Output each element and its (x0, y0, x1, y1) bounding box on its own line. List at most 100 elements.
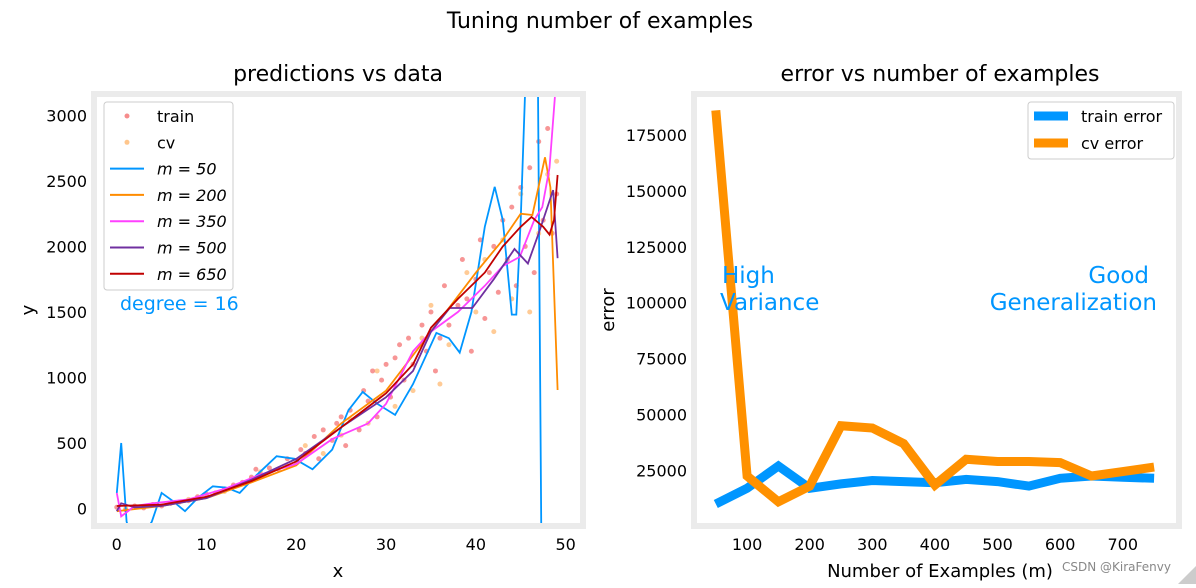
scatter-point-train (531, 270, 537, 276)
scatter-point-cv (527, 309, 533, 315)
scatter-point-train (482, 316, 488, 322)
x-tick-label: 40 (466, 535, 486, 554)
scatter-point-cv (302, 443, 308, 449)
legend-label: m = 350 (157, 212, 227, 231)
line-m650 (116, 174, 559, 507)
scatter-point-train (338, 414, 344, 420)
scatter-point-train (446, 322, 452, 328)
scatter-point-train (432, 368, 438, 374)
scatter-point-train (343, 443, 349, 449)
legend-label-cv: cv (157, 133, 175, 152)
left-xlabel: x (333, 561, 344, 582)
plot-area (114, 97, 560, 523)
scatter-point-train (527, 165, 533, 171)
line-m50 (115, 97, 543, 523)
scatter-point-train (392, 355, 398, 361)
y-tick-label: 150000 (626, 182, 687, 201)
left-plot-title: predictions vs data (233, 62, 443, 87)
scatter-point-cv (446, 342, 452, 348)
scatter-point-cv (554, 158, 560, 164)
suptitle: Tuning number of examples (446, 9, 753, 34)
scatter-point-train (320, 427, 326, 433)
scatter-point-train (486, 270, 492, 276)
legend-label: m = 650 (157, 265, 227, 284)
left-ylabel: y (18, 304, 39, 315)
scatter-point-train (545, 125, 551, 131)
x-tick-label: 0 (112, 535, 122, 554)
x-tick-label: 30 (376, 535, 396, 554)
x-tick-label: 700 (1108, 535, 1139, 554)
scatter-point-train (491, 243, 497, 249)
plot-frame (691, 91, 1182, 529)
line-m500 (116, 189, 559, 512)
scatter-point-cv (374, 368, 380, 374)
scatter-point-cv (428, 302, 434, 308)
scatter-point-train (397, 342, 403, 348)
scatter-point-train (428, 309, 434, 315)
scatter-point-cv (410, 388, 416, 394)
legend-marker-train (124, 113, 130, 119)
legend-label: cv error (1081, 134, 1144, 153)
x-tick-label: 400 (920, 535, 951, 554)
scatter-point-cv (437, 381, 443, 387)
y-tick-label: 3000 (46, 106, 87, 125)
y-tick-label: 175000 (626, 126, 687, 145)
scatter-point-train (509, 204, 515, 210)
scatter-point-train (437, 335, 443, 341)
x-tick-label: 200 (794, 535, 825, 554)
x-tick-label: 20 (286, 535, 306, 554)
right-plot-title: error vs number of examples (781, 62, 1100, 87)
scatter-point-train (495, 289, 501, 295)
good-generalization-line2: Generalization (990, 290, 1157, 316)
y-tick-label: 100000 (626, 294, 687, 313)
y-tick-label: 75000 (636, 350, 687, 369)
scatter-point-train (477, 237, 483, 243)
watermark: CSDN @KiraFenvy (1062, 560, 1171, 574)
plot-area (711, 110, 1155, 509)
resize-corner (1178, 566, 1196, 584)
scatter-point-train (406, 335, 412, 341)
high-variance-line1: High (722, 263, 775, 289)
y-tick-label: 0 (77, 500, 87, 519)
scatter-point-cv (473, 309, 479, 315)
right-xlabel: Number of Examples (m) (827, 561, 1053, 582)
scatter-point-cv (491, 329, 497, 335)
legend-label: m = 500 (157, 239, 227, 258)
scatter-point-train (379, 377, 385, 383)
y-tick-label: 125000 (626, 238, 687, 257)
legend: train error cv error (1027, 101, 1175, 160)
legend: train cv m = 50 m = 200 m = 350 m = 500 m = 65… (103, 101, 234, 291)
legend-label: m = 200 (157, 186, 227, 205)
scatter-point-cv (392, 403, 398, 409)
error-plot: error vs number of examples Number of Ex… (598, 62, 1182, 582)
series-cv-error (711, 110, 1155, 508)
y-tick-label: 500 (56, 434, 87, 453)
x-tick-label: 500 (982, 535, 1013, 554)
line-m350 (115, 97, 556, 519)
degree-annotation: degree = 16 (120, 293, 239, 315)
legend-box (103, 101, 234, 291)
legend-label-train: train (157, 107, 194, 126)
y-tick-label: 2000 (46, 237, 87, 256)
scatter-point-cv (320, 451, 326, 457)
x-tick-label: 100 (732, 535, 763, 554)
scatter-point-train (459, 257, 465, 263)
legend-label: train error (1081, 107, 1162, 126)
scatter-point-train (464, 296, 470, 302)
legend-marker-cv (124, 139, 130, 145)
x-tick-label: 10 (196, 535, 216, 554)
x-tick-label: 50 (555, 535, 575, 554)
legend-label: m = 50 (157, 160, 217, 179)
y-tick-label: 1500 (46, 303, 87, 322)
y-tick-label: 2500 (46, 172, 87, 191)
y-tick-label: 1000 (46, 369, 87, 388)
predictions-plot: predictions vs data x y 0 10 20 30 40 5005001… (18, 62, 586, 582)
scatter-point-train (253, 466, 259, 472)
scatter-point-train (334, 420, 340, 426)
scatter-point-cv (464, 270, 470, 276)
scatter-point-train (311, 433, 317, 439)
x-tick-label: 300 (857, 535, 888, 554)
good-generalization-line1: Good (1088, 263, 1149, 289)
scatter-point-train (468, 348, 474, 354)
